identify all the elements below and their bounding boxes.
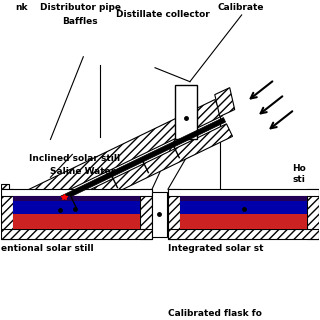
Polygon shape bbox=[20, 124, 233, 236]
Polygon shape bbox=[175, 85, 197, 140]
Polygon shape bbox=[12, 214, 140, 229]
Polygon shape bbox=[175, 85, 197, 140]
Polygon shape bbox=[12, 196, 140, 201]
Polygon shape bbox=[168, 189, 319, 196]
Text: nk: nk bbox=[16, 3, 28, 12]
Text: Calibrate: Calibrate bbox=[218, 3, 264, 12]
Text: entional solar still: entional solar still bbox=[1, 244, 93, 253]
Polygon shape bbox=[168, 189, 180, 239]
Polygon shape bbox=[140, 189, 152, 239]
Text: Calibrated flask fo: Calibrated flask fo bbox=[168, 309, 262, 318]
Polygon shape bbox=[1, 184, 9, 204]
Polygon shape bbox=[180, 199, 308, 214]
Polygon shape bbox=[152, 192, 167, 237]
Text: Distributor pipe: Distributor pipe bbox=[41, 3, 122, 12]
Polygon shape bbox=[17, 117, 226, 222]
Polygon shape bbox=[215, 88, 235, 116]
Text: Saline Water: Saline Water bbox=[51, 167, 116, 176]
Text: Baffles: Baffles bbox=[62, 17, 98, 26]
Text: Distillate collector: Distillate collector bbox=[116, 10, 210, 19]
Polygon shape bbox=[12, 199, 140, 214]
Text: Integrated solar st: Integrated solar st bbox=[168, 244, 263, 253]
Polygon shape bbox=[152, 192, 167, 237]
Polygon shape bbox=[180, 196, 308, 201]
Polygon shape bbox=[168, 229, 319, 239]
Polygon shape bbox=[168, 189, 319, 196]
Text: Inclined solar still: Inclined solar still bbox=[28, 154, 120, 164]
Polygon shape bbox=[1, 189, 152, 196]
Polygon shape bbox=[180, 214, 308, 229]
Polygon shape bbox=[1, 189, 12, 239]
Text: Ho
sti: Ho sti bbox=[292, 164, 306, 184]
Polygon shape bbox=[1, 189, 152, 196]
Polygon shape bbox=[308, 189, 319, 239]
Polygon shape bbox=[9, 100, 223, 215]
Polygon shape bbox=[1, 229, 152, 239]
